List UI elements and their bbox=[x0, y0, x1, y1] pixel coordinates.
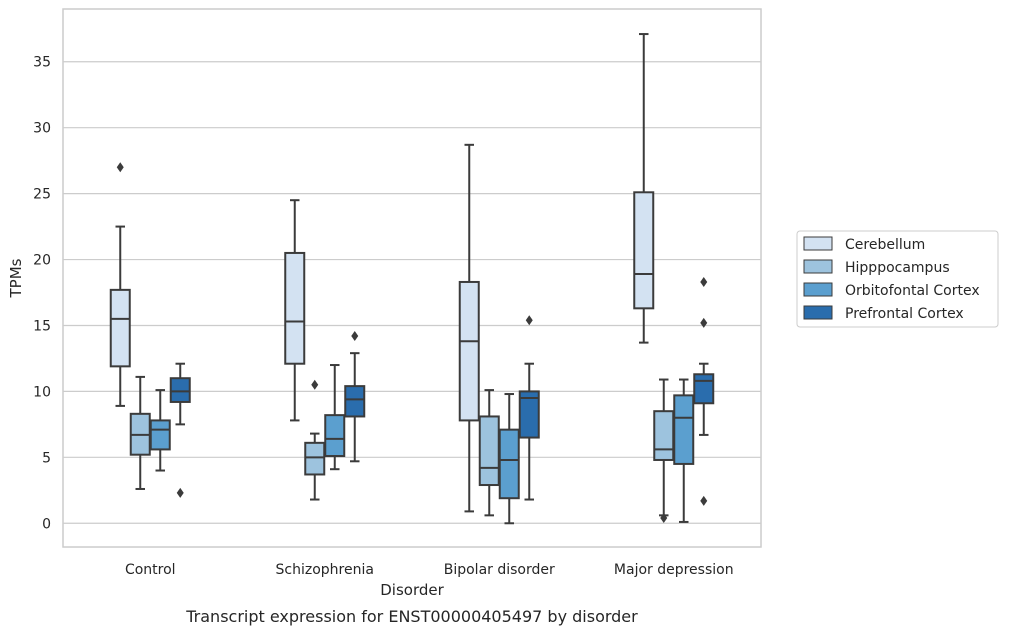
box bbox=[169, 377, 191, 403]
outlier-point bbox=[351, 331, 359, 342]
box bbox=[149, 419, 171, 451]
legend-swatch bbox=[803, 259, 833, 274]
series-cerebellum bbox=[109, 33, 655, 513]
outlier-point bbox=[700, 276, 708, 287]
y-tick-label: 5 bbox=[42, 450, 51, 466]
x-tick-label: Bipolar disorder bbox=[444, 562, 555, 578]
y-tick-label: 0 bbox=[42, 516, 51, 532]
series-prefrontal-cortex bbox=[169, 276, 715, 506]
x-tick-label: Schizophrenia bbox=[276, 562, 374, 578]
box bbox=[673, 394, 695, 465]
box bbox=[498, 428, 520, 500]
y-tick-label: 20 bbox=[33, 253, 51, 269]
legend-label: Orbitofontal Cortex bbox=[845, 283, 980, 299]
box bbox=[518, 390, 540, 439]
y-axis-title: TPMs bbox=[7, 258, 25, 298]
box bbox=[458, 280, 480, 422]
x-tick-label: Control bbox=[125, 562, 176, 578]
box bbox=[284, 251, 306, 365]
box bbox=[478, 415, 500, 487]
outlier-point bbox=[700, 495, 708, 506]
y-tick-label: 35 bbox=[33, 55, 51, 71]
outlier-point bbox=[700, 317, 708, 328]
box-series-group bbox=[109, 33, 715, 525]
y-tick-label: 10 bbox=[33, 384, 51, 400]
y-axis-ticks: 0 5 10 15 20 25 30 35 bbox=[33, 55, 51, 533]
plot-frame bbox=[62, 8, 762, 548]
box bbox=[304, 441, 326, 476]
outlier-point bbox=[660, 512, 668, 523]
legend-label: Prefrontal Cortex bbox=[845, 306, 964, 322]
x-axis-ticks: Control Schizophrenia Bipolar disorder Majo… bbox=[125, 562, 734, 578]
box bbox=[693, 373, 715, 405]
box bbox=[653, 410, 675, 461]
x-axis-title: Disorder bbox=[380, 581, 444, 599]
y-tick-label: 15 bbox=[33, 318, 51, 334]
legend: Cerebellum Hipppocampus Orbitofontal Corte… bbox=[796, 230, 999, 328]
legend-swatch bbox=[803, 282, 833, 297]
box bbox=[344, 385, 366, 418]
box bbox=[633, 191, 655, 310]
y-tick-label: 30 bbox=[33, 121, 51, 137]
outlier-point bbox=[311, 379, 319, 390]
legend-swatch bbox=[803, 305, 833, 320]
chart-caption: Transcript expression for ENST0000040549… bbox=[185, 607, 638, 626]
y-tick-label: 25 bbox=[33, 187, 51, 203]
legend-swatch bbox=[803, 236, 833, 251]
series-orbitofontal-cortex bbox=[149, 364, 695, 525]
series-hipppocampus bbox=[129, 375, 675, 523]
outlier-point bbox=[116, 162, 124, 173]
x-tick-label: Major depression bbox=[614, 562, 734, 578]
legend-frame bbox=[796, 230, 999, 328]
outlier-point bbox=[525, 315, 533, 326]
legend-label: Hipppocampus bbox=[845, 260, 950, 276]
legend-label: Cerebellum bbox=[845, 237, 925, 253]
box bbox=[109, 288, 131, 368]
box bbox=[324, 414, 346, 458]
outlier-point bbox=[176, 487, 184, 498]
